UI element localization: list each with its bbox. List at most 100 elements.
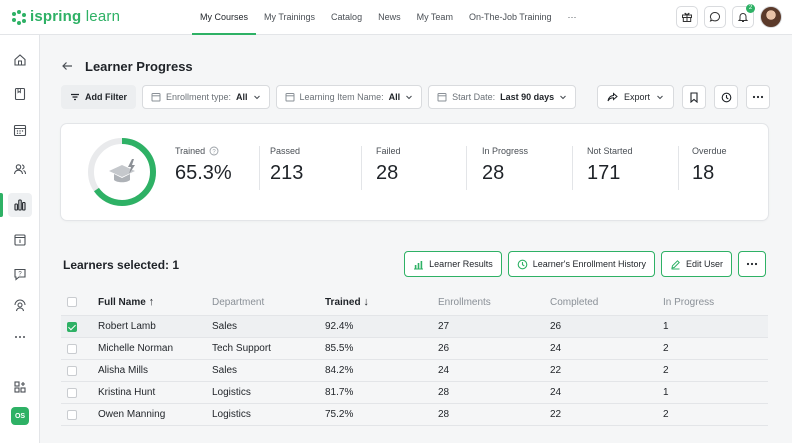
reports-icon <box>14 199 26 211</box>
cell-trained: 81.7% <box>325 387 354 398</box>
main-content: Learner Progress Add Filter Enrollment t… <box>41 36 792 443</box>
stat-trained-value: 65.3% <box>175 162 232 184</box>
cell-full-name: Alisha Mills <box>98 365 149 376</box>
table-row[interactable]: Michelle Norman Tech Support 85.5% 26 24… <box>61 338 768 360</box>
row-checkbox[interactable] <box>67 322 77 332</box>
stat-divider <box>361 146 362 190</box>
row-checkbox[interactable] <box>67 388 77 398</box>
cell-enrollments: 24 <box>438 365 450 376</box>
filter-icon <box>71 93 79 101</box>
user-initials-badge[interactable]: OS <box>11 407 29 425</box>
cell-completed: 26 <box>550 321 562 332</box>
table-row[interactable]: Kristina Hunt Logistics 81.7% 28 24 1 <box>61 382 768 404</box>
learner-more-button[interactable] <box>738 251 766 277</box>
history-button[interactable] <box>714 85 738 109</box>
chevron-down-icon <box>657 95 663 100</box>
catalog-icon <box>14 234 26 246</box>
nav-my-trainings[interactable]: My Trainings <box>264 12 316 22</box>
svg-text:?: ? <box>213 149 217 155</box>
learners-table: Full Name ↑ Department Trained ↓ Enrollm… <box>61 289 768 426</box>
cell-trained: 92.4% <box>325 321 354 332</box>
donut-progress-arc <box>88 138 156 206</box>
stat-passed: Passed 213 <box>270 146 304 184</box>
learning-item-filter[interactable]: Learning Item Name: All <box>275 85 423 109</box>
column-header-enrollments[interactable]: Enrollments <box>438 297 491 308</box>
clock-icon <box>721 92 731 102</box>
chat-button[interactable] <box>704 6 726 28</box>
select-all-checkbox[interactable] <box>67 297 77 307</box>
cell-trained: 75.2% <box>325 409 354 420</box>
add-filter-button[interactable]: Add Filter <box>61 85 136 109</box>
sidebar-home[interactable] <box>8 48 32 72</box>
cell-full-name: Michelle Norman <box>98 343 174 354</box>
sidebar-courses[interactable] <box>8 82 32 106</box>
sidebar-reports[interactable] <box>0 193 32 217</box>
gift-button[interactable] <box>676 6 698 28</box>
column-header-department[interactable]: Department <box>212 297 265 308</box>
sidebar-users[interactable] <box>8 157 32 181</box>
cell-department: Logistics <box>212 387 251 398</box>
team-icon <box>14 299 26 312</box>
notifications-button[interactable]: 2 <box>732 4 755 28</box>
top-bar: ispring learn My Courses My Trainings Ca… <box>0 0 792 35</box>
column-header-in-progress[interactable]: In Progress <box>663 297 715 308</box>
calendar-icon <box>151 93 161 102</box>
edit-user-button[interactable]: Edit User <box>660 251 732 277</box>
column-header-trained[interactable]: Trained ↓ <box>325 296 369 308</box>
column-header-completed[interactable]: Completed <box>550 297 599 308</box>
arrow-left-icon <box>62 62 72 70</box>
sidebar-calendar[interactable] <box>8 118 32 142</box>
nav-my-team[interactable]: My Team <box>416 12 453 22</box>
user-avatar[interactable] <box>760 6 782 28</box>
sidebar-add-widget[interactable] <box>8 375 32 399</box>
export-button[interactable]: Export <box>596 85 674 109</box>
nav-on-the-job-training[interactable]: On-The-Job Training <box>468 12 552 22</box>
cell-completed: 22 <box>550 365 562 376</box>
sidebar-team[interactable] <box>8 294 32 318</box>
cell-completed: 22 <box>550 409 562 420</box>
column-header-full-name[interactable]: Full Name ↑ <box>98 296 155 308</box>
info-icon[interactable]: ? <box>209 146 219 156</box>
sidebar-help[interactable]: ? <box>8 262 32 286</box>
table-row[interactable]: Robert Lamb Sales 92.4% 27 26 1 <box>61 316 768 338</box>
stat-passed-value: 213 <box>270 162 304 184</box>
more-horizontal-icon <box>752 95 764 99</box>
learner-results-button[interactable]: Learner Results <box>404 251 502 277</box>
back-button[interactable] <box>61 60 73 75</box>
start-date-filter[interactable]: Start Date: Last 90 days <box>428 85 577 109</box>
enrollment-type-filter[interactable]: Enrollment type: All <box>142 85 270 109</box>
row-checkbox[interactable] <box>67 344 77 354</box>
chevron-down-icon <box>406 95 412 100</box>
calendar-icon <box>437 93 447 102</box>
stat-divider <box>259 146 260 190</box>
share-icon <box>607 92 618 102</box>
enrollment-history-button[interactable]: Learner's Enrollment History <box>507 251 655 277</box>
cell-in-progress: 1 <box>663 321 669 332</box>
nav-more[interactable]: ··· <box>567 12 577 22</box>
nav-news[interactable]: News <box>378 12 401 22</box>
table-row[interactable]: Owen Manning Logistics 75.2% 28 22 2 <box>61 404 768 426</box>
nav-my-courses[interactable]: My Courses <box>192 0 257 35</box>
page-title: Learner Progress <box>85 59 193 74</box>
chat-icon <box>709 11 720 22</box>
nav-catalog[interactable]: Catalog <box>331 12 363 22</box>
report-actions: Export <box>596 85 770 109</box>
row-checkbox[interactable] <box>67 366 77 376</box>
help-icon: ? <box>14 268 26 281</box>
logo-text: ispring learn <box>30 8 121 25</box>
stat-divider <box>466 146 467 190</box>
learner-actions: Learner Results Learner's Enrollment His… <box>404 251 766 277</box>
cell-completed: 24 <box>550 387 562 398</box>
row-checkbox[interactable] <box>67 410 77 420</box>
ispring-logo[interactable]: ispring learn <box>12 8 120 25</box>
cell-department: Logistics <box>212 409 251 420</box>
sidebar: ? OS <box>0 35 40 443</box>
trained-donut-chart <box>88 138 156 206</box>
table-row[interactable]: Alisha Mills Sales 84.2% 24 22 2 <box>61 360 768 382</box>
chart-icon <box>414 260 424 269</box>
sidebar-more[interactable] <box>8 325 32 349</box>
sidebar-catalog[interactable] <box>8 228 32 252</box>
bookmark-button[interactable] <box>682 85 706 109</box>
cell-full-name: Owen Manning <box>98 409 166 420</box>
more-options-button[interactable] <box>746 85 770 109</box>
